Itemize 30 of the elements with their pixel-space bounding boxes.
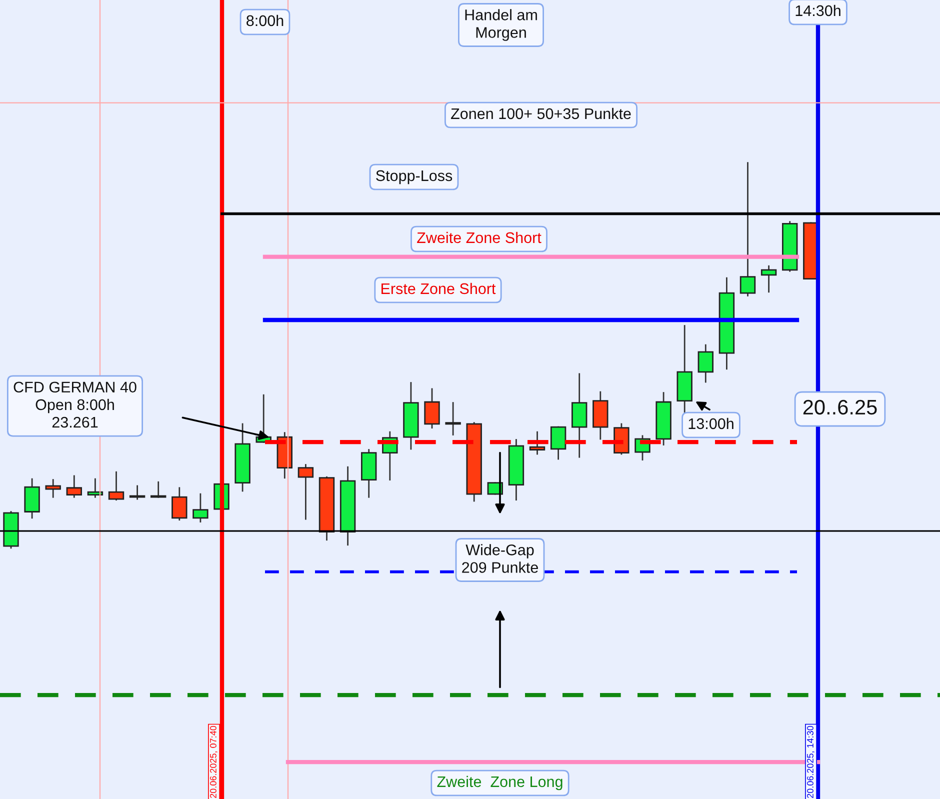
- candlestick: [740, 162, 756, 296]
- candlestick: [445, 402, 461, 436]
- text: 14:30h: [796, 4, 840, 16]
- candlestick: [192, 493, 208, 522]
- annotation: Stopp-Loss: [376, 170, 452, 184]
- candlestick: [129, 485, 146, 500]
- annotation: Erste Zone Short: [382, 282, 496, 294]
- annotation: CFD GERMAN 40 Open 8:00h 23.261: [14, 382, 136, 428]
- candlestick: [87, 478, 104, 498]
- candlestick: [150, 481, 166, 498]
- annotation: 13:00h: [688, 418, 734, 430]
- candlestick: [424, 388, 440, 428]
- annotation: Wide-Gap 209 Punkte: [462, 544, 538, 573]
- candlestick: [45, 479, 61, 498]
- text: 20.06.2025, 14:30: [807, 726, 814, 798]
- candlestick: [550, 426, 566, 460]
- candlestick: [172, 487, 188, 521]
- candlestick: [108, 471, 124, 501]
- annotation: 20..6.25: [803, 400, 877, 415]
- text: Zonen 100+ 50+35 Punkte: [451, 108, 631, 120]
- candlestick: [760, 265, 777, 293]
- candlestick: [698, 344, 714, 383]
- candlestick: [529, 431, 546, 455]
- text: Handel am Morgen: [465, 9, 537, 41]
- text: Zweite Zone Long: [437, 776, 562, 790]
- candlestick: [66, 475, 82, 498]
- annotation: Zweite Zone Short: [417, 232, 542, 244]
- text: 8:00h: [246, 14, 284, 26]
- candlestick: [298, 464, 314, 520]
- text: 20.06.2025, 07:40: [210, 726, 218, 798]
